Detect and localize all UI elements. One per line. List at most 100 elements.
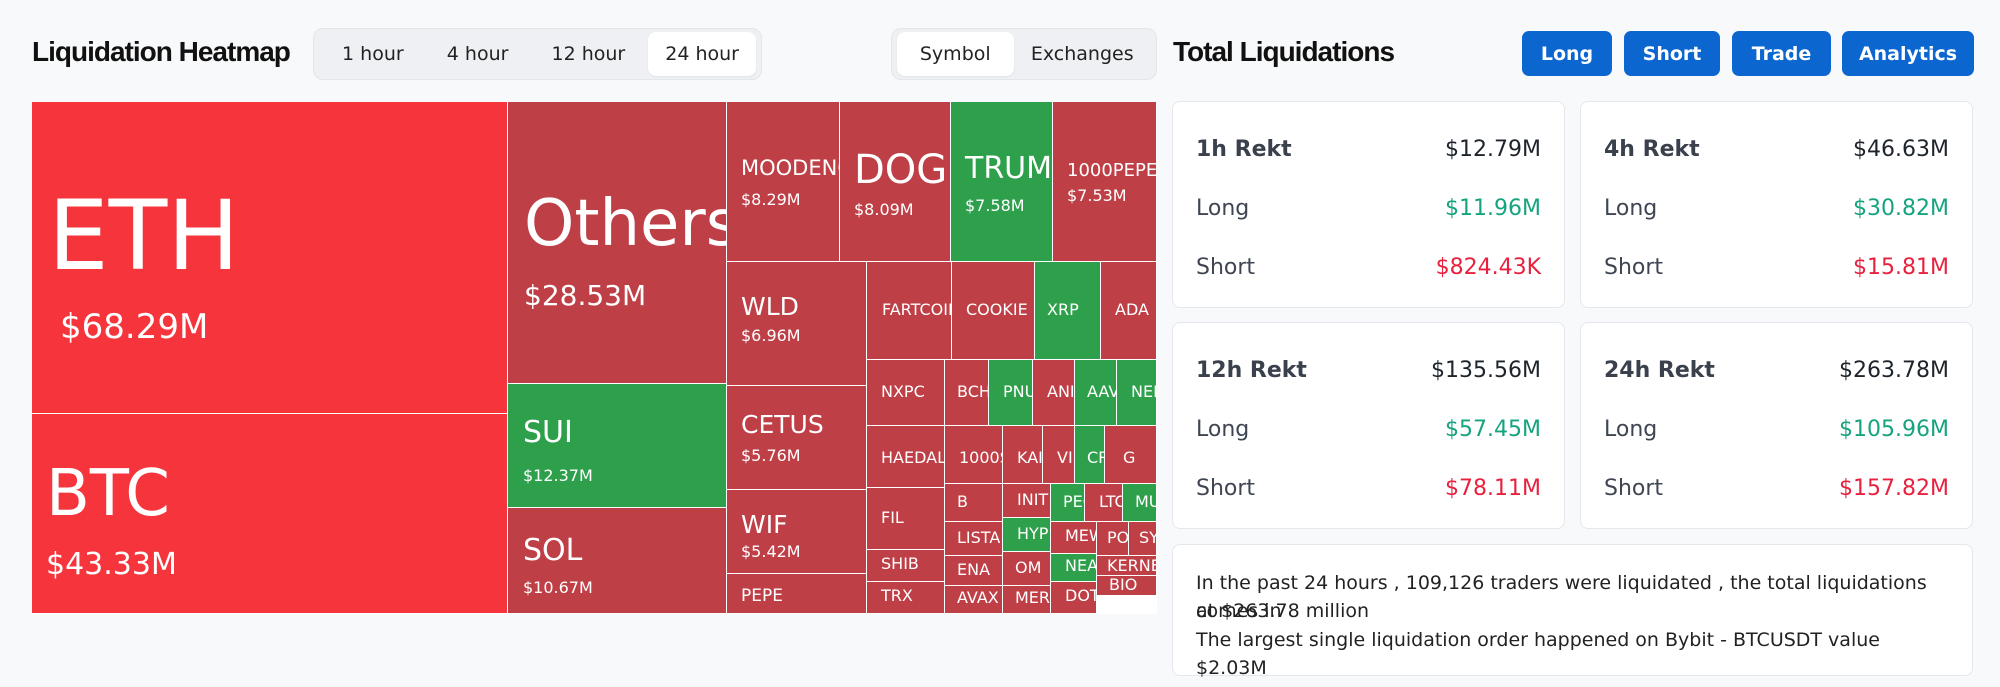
heatmap-tile-trump[interactable]: TRUMP $7.58M [951,102,1053,262]
stat-card-12h: 12h Rekt $135.56M Long $57.45M Short $78.11… [1172,322,1565,529]
heatmap-tile-ada[interactable]: ADA [1101,262,1157,360]
heatmap-tile-popcat[interactable]: POPCAT [1097,522,1129,556]
heatmap-tile-syrup[interactable]: SYRUP [1129,522,1157,556]
heatmap-tile-cookie[interactable]: COOKIE [952,262,1035,360]
heatmap-tile-wif[interactable]: WIF $5.42M [727,490,867,574]
heatmap-tile-1000sats[interactable]: 1000SATS [945,426,1003,484]
heatmap-tile-merl[interactable]: MERL [1003,586,1051,614]
short-amount: $824.43K [1435,255,1541,280]
heatmap-tile-avax[interactable]: AVAX [945,586,1003,614]
heatmap-tile-doge[interactable]: DOGE $8.09M [840,102,951,262]
tile-symbol: TRX [881,586,913,605]
trade-button[interactable]: Trade [1732,31,1831,76]
stat-card-1h: 1h Rekt $12.79M Long $11.96M Short $824.43K [1172,101,1565,308]
tab-4-hour[interactable]: 4 hour [446,43,509,65]
heatmap-tile-init[interactable]: INIT [1003,484,1051,518]
tab-symbol[interactable]: Symbol [897,32,1014,76]
time-range-tabs: 1 hour 4 hour 12 hour 24 hour [313,28,762,80]
tile-symbol: SUI [523,415,573,450]
heatmap-tile-hype[interactable]: HYPE [1003,518,1051,552]
heatmap-tile-pnut[interactable]: PNUT [989,360,1033,426]
heatmap-tile-sol[interactable]: SOL $10.67M [508,508,727,614]
tile-symbol: CETUS [741,410,824,439]
heatmap-tile-wld[interactable]: WLD $6.96M [727,262,867,386]
heatmap-tile-people[interactable]: PEOPLE [1051,484,1085,522]
tile-symbol: B [957,492,968,511]
long-button[interactable]: Long [1522,31,1612,76]
heatmap-tile-pepe[interactable]: PEPE [727,574,867,614]
tile-symbol: NEIRO [1131,382,1156,401]
tab-exchanges[interactable]: Exchanges [1030,43,1134,65]
short-button[interactable]: Short [1624,31,1720,76]
heatmap-tile-kernel[interactable]: KERNEL [1097,556,1157,576]
heatmap-tile-neiro[interactable]: NEIRO [1117,360,1157,426]
heatmap-tile-bch[interactable]: BCH [945,360,989,426]
tile-symbol: DOGE [854,147,950,193]
card-total: $46.63M [1853,137,1949,162]
heatmap-tile-shib[interactable]: SHIB [867,550,945,582]
long-amount: $105.96M [1839,417,1949,442]
heatmap-tile-om[interactable]: OM [1003,552,1051,586]
tile-symbol: XRP [1047,300,1079,319]
long-label: Long [1604,196,1658,221]
heatmap-tile-btc[interactable]: BTC $43.33M [32,414,508,614]
long-label: Long [1196,417,1250,442]
heatmap-tile-g[interactable]: G [1105,426,1157,484]
heatmap-tile-dot[interactable]: DOT [1051,582,1097,614]
short-label: Short [1196,476,1256,501]
heatmap-tile-vine[interactable]: VINE [1043,426,1075,484]
heatmap-tile-cetus[interactable]: CETUS $5.76M [727,386,867,490]
heatmap-tile-aave[interactable]: AAVE [1075,360,1117,426]
short-amount: $78.11M [1445,476,1541,501]
summary-box: In the past 24 hours , 109,126 traders w… [1172,544,1973,679]
card-total: $12.79M [1445,137,1541,162]
tile-symbol: MERL [1015,588,1051,607]
heatmap-tile-anime[interactable]: ANIME [1033,360,1075,426]
heatmap-tile-nxpc[interactable]: NXPC [867,360,945,426]
tile-symbol: HAEDAL [881,448,945,467]
card-period: 1h Rekt [1196,137,1292,162]
heatmap-tile-others[interactable]: Others $28.53M [508,102,727,384]
heatmap-tile-mew[interactable]: MEW [1051,522,1097,554]
heatmap-tile-ltc[interactable]: LTC [1085,484,1123,522]
summary-line-3: The largest single liquidation order hap… [1196,629,1880,679]
tile-symbol: INIT [1017,490,1049,509]
heatmap-tile-fartcoin[interactable]: FARTCOIN [867,262,952,360]
tab-1-hour[interactable]: 1 hour [342,43,404,65]
heatmap-tile-1000pepe[interactable]: 1000PEPE $7.53M [1053,102,1157,262]
tile-symbol: KERNEL [1107,556,1156,575]
tile-symbol: TRUMP [965,151,1053,186]
tile-value: $12.37M [523,466,593,485]
tile-symbol: OM [1015,558,1042,577]
heatmap-tile-sui[interactable]: SUI $12.37M [508,384,727,508]
tile-symbol: ETH [48,180,240,292]
summary-line-1: In the past 24 hours , 109,126 traders w… [1196,572,1927,622]
heatmap-tile-crv[interactable]: CRV [1075,426,1105,484]
long-label: Long [1196,196,1250,221]
heatmap-tile-ena[interactable]: ENA [945,556,1003,586]
heatmap-tile-b[interactable]: B [945,484,1003,522]
tile-symbol: PNUT [1003,382,1032,401]
tile-value: $28.53M [524,279,647,312]
heatmap-tile-moodeng[interactable]: MOODENG $8.29M [727,102,840,262]
analytics-button[interactable]: Analytics [1842,31,1974,76]
heatmap-tile-bio[interactable]: BIO [1097,576,1157,596]
heatmap-tile-haedal[interactable]: HAEDAL [867,426,945,488]
heatmap-tile-kaito[interactable]: KAITO [1003,426,1043,484]
tile-symbol: G [1123,448,1136,467]
heatmap-tile-eth[interactable]: ETH $68.29M [32,102,508,414]
tile-symbol: WLD [741,292,799,321]
tile-symbol: WIF [741,510,788,539]
tab-12-hour[interactable]: 12 hour [551,43,626,65]
heatmap-tile-lista[interactable]: LISTA [945,522,1003,556]
heatmap-tile-trx[interactable]: TRX [867,582,945,614]
tile-symbol: 1000PEPE [1067,160,1157,181]
heatmap-tile-fil[interactable]: FIL [867,488,945,550]
heatmap-tile-mubarak[interactable]: MUBARAK [1123,484,1157,522]
tile-symbol: BCH [957,382,989,401]
heatmap-tile-xrp[interactable]: XRP [1035,262,1101,360]
tile-symbol: AVAX [957,588,999,607]
heatmap-tile-near[interactable]: NEAR [1051,554,1097,582]
tab-24-hour[interactable]: 24 hour [648,32,756,76]
tile-value: $5.76M [741,446,801,465]
